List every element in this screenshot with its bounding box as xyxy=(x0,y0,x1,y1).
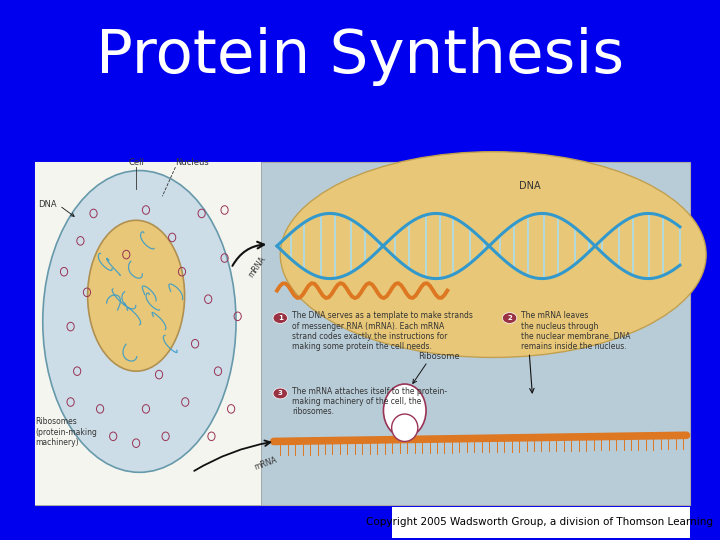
Text: Ribosome: Ribosome xyxy=(418,352,459,361)
Text: The mRNA leaves
the nucleus through
the nuclear membrane. DNA
remains inside the: The mRNA leaves the nucleus through the … xyxy=(521,311,630,352)
Text: Copyright 2005 Wadsworth Group, a division of Thomson Learning: Copyright 2005 Wadsworth Group, a divisi… xyxy=(366,517,713,526)
Text: Nucleus: Nucleus xyxy=(176,158,210,167)
Ellipse shape xyxy=(42,171,236,472)
Text: mRNA: mRNA xyxy=(253,455,278,472)
Text: The mRNA attaches itself to the protein-
making machinery of the cell, the
ribos: The mRNA attaches itself to the protein-… xyxy=(292,387,447,416)
Ellipse shape xyxy=(88,220,184,371)
Ellipse shape xyxy=(280,152,706,357)
Text: mRNA: mRNA xyxy=(246,254,267,279)
Circle shape xyxy=(273,388,287,399)
Text: 2: 2 xyxy=(507,315,512,321)
Text: 1: 1 xyxy=(278,315,283,321)
Ellipse shape xyxy=(384,384,426,437)
Bar xyxy=(392,507,690,538)
Text: Ribosomes
(protein-making
machinery): Ribosomes (protein-making machinery) xyxy=(35,417,97,447)
Text: 3: 3 xyxy=(278,390,283,396)
Bar xyxy=(35,162,690,505)
Bar xyxy=(35,162,261,505)
Ellipse shape xyxy=(392,414,418,442)
Text: The DNA serves as a template to make strands
of messenger RNA (mRNA). Each mRNA
: The DNA serves as a template to make str… xyxy=(292,311,473,352)
Circle shape xyxy=(503,313,517,323)
Text: DNA: DNA xyxy=(38,200,56,210)
Circle shape xyxy=(273,313,287,323)
Text: Cell: Cell xyxy=(128,158,144,167)
Text: DNA: DNA xyxy=(519,181,541,191)
Text: Protein Synthesis: Protein Synthesis xyxy=(96,27,624,86)
